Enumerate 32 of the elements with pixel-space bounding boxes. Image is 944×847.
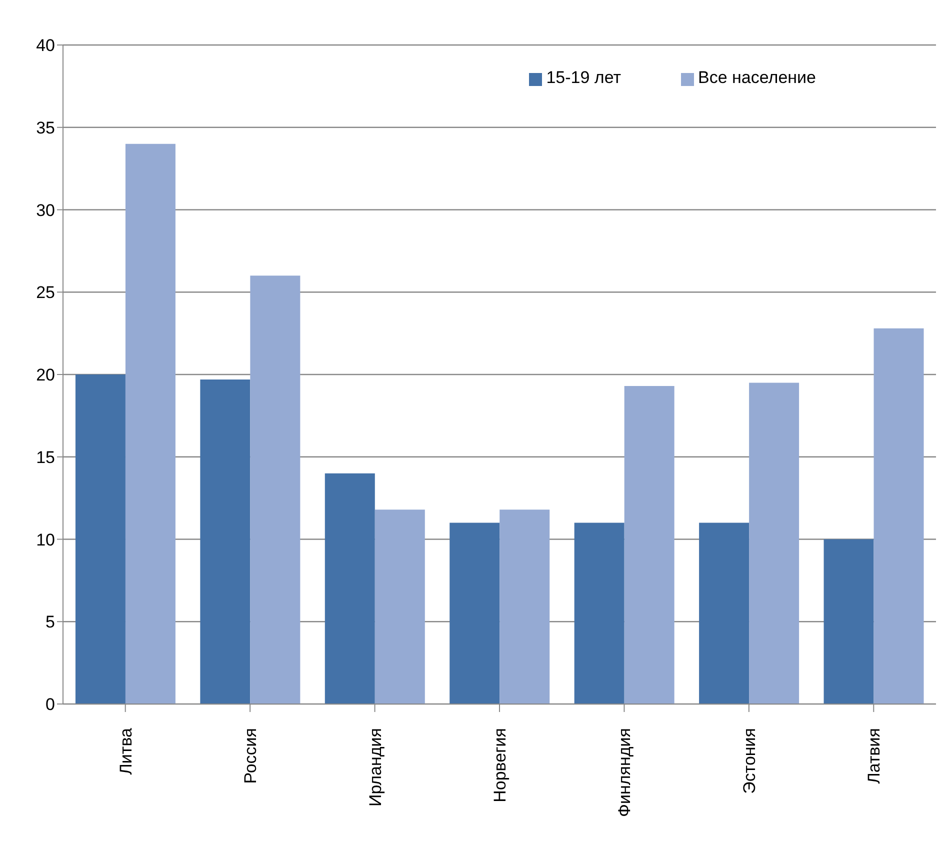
x-tick-label: Ирландия <box>366 728 385 806</box>
x-tick-label: Норвегия <box>490 728 510 802</box>
x-tick-label: Литва <box>116 727 136 775</box>
y-tick-label: 25 <box>36 283 55 302</box>
x-tick-label: Финляндия <box>615 728 634 817</box>
bar <box>500 510 550 704</box>
x-tick-label: Эстония <box>740 728 759 794</box>
y-tick-label: 20 <box>36 366 55 385</box>
bar <box>250 276 300 704</box>
bar <box>824 539 874 704</box>
y-tick-label: 5 <box>46 612 55 632</box>
y-tick-label: 30 <box>36 200 55 220</box>
y-tick-label: 35 <box>36 118 55 138</box>
bar <box>374 510 425 704</box>
x-tick-label: Латвия <box>864 728 884 784</box>
bar <box>624 386 674 704</box>
legend-label: 15-19 лет <box>546 68 622 87</box>
y-tick-label: 0 <box>46 695 55 714</box>
bar <box>125 144 176 704</box>
y-tick-label: 40 <box>36 36 55 56</box>
y-tick-label: 15 <box>36 448 55 467</box>
bar <box>574 522 624 704</box>
bar <box>324 473 375 704</box>
bar <box>699 522 750 704</box>
bar <box>874 328 924 704</box>
bar <box>749 382 800 704</box>
bar <box>200 379 250 704</box>
legend-label: Все население <box>698 68 816 87</box>
bar <box>450 522 500 704</box>
bar <box>75 374 126 704</box>
y-tick-label: 10 <box>36 530 55 550</box>
x-tick-label: Россия <box>241 728 260 784</box>
